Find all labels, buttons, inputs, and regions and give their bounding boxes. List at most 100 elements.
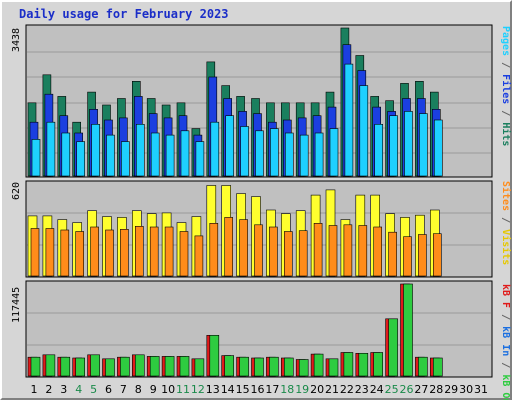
- bar-kbout-day-2: [45, 354, 56, 377]
- legend-bottom-part-1: /: [500, 308, 511, 326]
- bar-sites-day-22: [343, 224, 353, 277]
- bar-kbout-day-5: [90, 354, 100, 377]
- day-label-26: 26: [400, 383, 414, 396]
- day-label-25: 25: [385, 383, 399, 396]
- bar-sites-day-20: [313, 223, 323, 277]
- bar-sites-day-18: [283, 231, 293, 277]
- day-label-23: 23: [355, 383, 369, 396]
- bar-pages-day-28: [433, 119, 443, 177]
- day-label-27: 27: [414, 383, 428, 396]
- bar-pages-day-8: [136, 124, 145, 177]
- bar-pages-day-23: [359, 85, 369, 177]
- bar-kbout-day-16: [254, 357, 264, 377]
- bar-pages-day-18: [284, 132, 294, 177]
- bar-kbout-day-25: [388, 318, 398, 377]
- bar-kbout-day-23: [358, 352, 369, 377]
- day-label-17: 17: [265, 383, 279, 396]
- day-label-10: 10: [161, 383, 175, 396]
- bar-sites-day-2: [45, 228, 55, 277]
- day-label-1: 1: [31, 383, 38, 396]
- bar-sites-day-4: [75, 231, 84, 277]
- bar-kbout-day-7: [120, 356, 130, 377]
- bar-sites-day-27: [418, 234, 427, 277]
- bar-kbout-day-4: [75, 357, 85, 377]
- day-labels: 1 2 3 4 5 6 7 8 9 10 11 12 13 14 15 16 17 18 19 20 21 22 23 24 2…: [31, 383, 489, 396]
- bar-pages-day-4: [76, 141, 85, 177]
- day-label-2: 2: [45, 383, 52, 396]
- bar-pages-day-26: [404, 111, 413, 177]
- bar-sites-day-10: [164, 226, 174, 277]
- bar-sites-day-5: [90, 226, 99, 277]
- legend-top: Pages / Files / Hits: [500, 26, 512, 146]
- day-label-16: 16: [251, 383, 265, 396]
- bar-pages-day-15: [240, 126, 249, 177]
- day-label-22: 22: [340, 383, 354, 396]
- bar-pages-day-3: [61, 132, 71, 177]
- bar-sites-day-28: [432, 233, 442, 277]
- bar-pages-day-1: [31, 139, 41, 177]
- legend-mid-part-0: Sites: [500, 181, 512, 211]
- day-label-8: 8: [135, 383, 142, 396]
- bar-kbout-day-21: [328, 358, 339, 377]
- bar-sites-day-26: [403, 236, 412, 277]
- bar-pages-day-19: [299, 134, 309, 177]
- bar-sites-day-8: [135, 226, 144, 277]
- y-max-label-bottom: 117445: [11, 287, 22, 323]
- bar-kbout-day-28: [432, 357, 443, 377]
- legend-top-part-4: Hits: [500, 122, 512, 146]
- bar-kbout-day-3: [60, 356, 71, 377]
- day-label-9: 9: [150, 383, 157, 396]
- day-label-5: 5: [90, 383, 97, 396]
- bar-kbout-day-18: [283, 357, 294, 377]
- bar-pages-day-12: [195, 141, 205, 177]
- bar-sites-day-12: [194, 235, 204, 277]
- bar-pages-day-6: [106, 134, 115, 177]
- legend-top-part-2: Files: [500, 74, 512, 104]
- day-label-4: 4: [75, 383, 82, 396]
- bar-pages-day-20: [314, 132, 324, 177]
- bar-pages-day-13: [210, 121, 220, 177]
- bar-sites-day-16: [254, 224, 263, 277]
- day-label-24: 24: [370, 383, 384, 396]
- legend-bottom-part-2: kB In: [500, 326, 511, 356]
- legend-bottom-part-3: /: [500, 356, 511, 374]
- bar-pages-day-21: [329, 128, 339, 177]
- bar-pages-day-9: [150, 132, 160, 177]
- day-label-11: 11: [176, 383, 190, 396]
- chart-title: Daily usage for February 2023: [19, 7, 229, 21]
- day-label-31: 31: [474, 383, 488, 396]
- bar-pages-day-27: [419, 113, 428, 177]
- bar-pages-day-10: [165, 134, 175, 177]
- bar-sites-day-1: [30, 228, 40, 277]
- bar-kbout-day-15: [239, 356, 249, 377]
- bar-pages-day-14: [225, 115, 234, 177]
- legend-bottom-part-4: kB Out: [500, 374, 511, 400]
- day-label-6: 6: [105, 383, 112, 396]
- bar-pages-day-16: [255, 130, 264, 177]
- bar-pages-day-24: [374, 124, 384, 177]
- legend-mid: Sites / Visits: [500, 181, 512, 265]
- bar-sites-day-21: [328, 225, 338, 277]
- day-label-13: 13: [206, 383, 220, 396]
- day-label-20: 20: [310, 383, 324, 396]
- bar-kbout-day-13: [209, 334, 220, 377]
- day-label-3: 3: [60, 383, 67, 396]
- bar-sites-day-3: [60, 229, 70, 277]
- day-label-12: 12: [191, 383, 205, 396]
- bar-sites-day-17: [269, 226, 278, 277]
- bar-pages-day-11: [180, 130, 190, 177]
- day-label-21: 21: [325, 383, 339, 396]
- bar-kbout-day-26: [403, 283, 413, 377]
- day-label-19: 19: [295, 383, 309, 396]
- bar-sites-day-6: [105, 229, 114, 277]
- bar-kbout-day-22: [343, 352, 354, 377]
- bar-pages-day-2: [46, 121, 56, 177]
- bar-kbout-day-27: [418, 356, 428, 377]
- bar-sites-day-11: [179, 231, 189, 277]
- bars: [27, 27, 443, 377]
- day-label-30: 30: [459, 383, 473, 396]
- bar-sites-day-19: [298, 230, 308, 277]
- bar-sites-day-7: [120, 229, 129, 277]
- day-label-7: 7: [120, 383, 127, 396]
- legend-bottom: kB F / kB In / kB Out: [500, 284, 511, 400]
